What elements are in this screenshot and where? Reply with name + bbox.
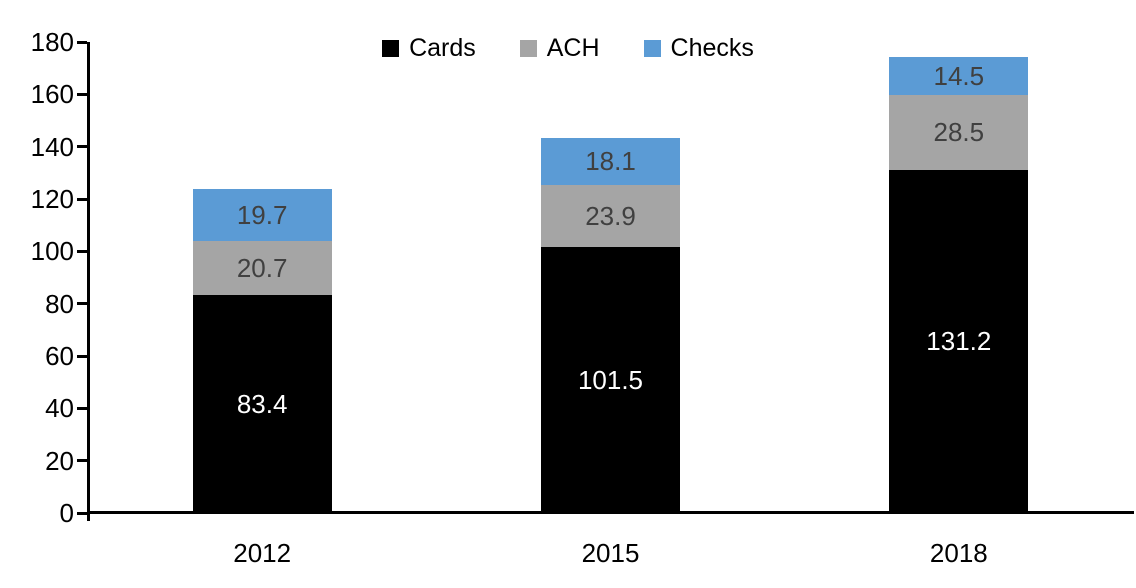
- legend-item-checks: Checks: [643, 33, 754, 62]
- legend-label: Cards: [409, 33, 476, 62]
- y-axis-tick-label: 60: [45, 341, 74, 371]
- y-axis-tick-label: 120: [30, 184, 74, 214]
- legend-item-ach: ACH: [519, 33, 600, 62]
- legend-item-cards: Cards: [382, 33, 476, 62]
- legend-label: ACH: [546, 33, 600, 62]
- legend-swatch-icon: [519, 39, 537, 57]
- segment-value-label: 83.4: [236, 388, 288, 419]
- bar-segment-2018-checks: 14.5: [889, 57, 1029, 96]
- y-axis-tick-label: 40: [45, 393, 74, 424]
- bar-segment-2012-cards: 83.4: [192, 294, 332, 513]
- x-axis-category-label: 2012: [233, 538, 292, 568]
- bar-segment-2018-ach: 28.5: [889, 95, 1029, 170]
- y-axis-tick: [77, 249, 87, 253]
- y-axis-tick: [77, 459, 87, 463]
- y-axis-tick: [77, 145, 87, 149]
- y-axis-tick-label: 80: [45, 288, 74, 319]
- bar-segment-2015-checks: 18.1: [541, 137, 680, 185]
- y-axis-tick: [77, 406, 87, 410]
- y-axis-line: [87, 42, 90, 521]
- segment-value-label: 28.5: [933, 117, 985, 148]
- legend-label: Checks: [670, 33, 754, 62]
- segment-value-label: 131.2: [926, 326, 992, 357]
- y-axis-tick: [77, 302, 87, 306]
- y-axis-tick: [77, 354, 87, 358]
- y-axis-tick-label: 160: [30, 79, 74, 110]
- y-axis-tick-label: 0: [59, 498, 74, 528]
- legend-swatch-icon: [382, 39, 400, 57]
- segment-value-label: 18.1: [585, 146, 636, 177]
- bar-segment-2015-cards: 101.5: [541, 247, 680, 513]
- segment-value-label: 19.7: [236, 199, 288, 230]
- x-axis-category-label: 2018: [929, 538, 988, 568]
- segment-value-label: 101.5: [577, 365, 644, 396]
- bar-segment-2018-cards: 131.2: [889, 169, 1029, 513]
- legend: Cards ACH Checks: [0, 33, 1136, 63]
- y-axis-tick: [77, 511, 87, 515]
- segment-value-label: 14.5: [933, 61, 985, 92]
- y-axis-tick-label: 180: [30, 27, 74, 57]
- y-axis-tick-label: 100: [30, 236, 74, 267]
- y-axis-tick-label: 20: [45, 445, 74, 476]
- y-axis-tick-label: 140: [30, 131, 74, 162]
- bar-segment-2012-checks: 19.7: [192, 189, 332, 241]
- y-axis-tick: [77, 40, 87, 44]
- x-axis-category-label: 2015: [581, 538, 640, 568]
- bar-segment-2012-ach: 20.7: [192, 240, 332, 295]
- y-axis-tick: [77, 197, 87, 201]
- legend-swatch-icon: [643, 39, 661, 57]
- y-axis-tick: [77, 92, 87, 96]
- bar-segment-2015-ach: 23.9: [541, 184, 680, 248]
- segment-value-label: 23.9: [585, 201, 636, 232]
- segment-value-label: 20.7: [236, 252, 288, 283]
